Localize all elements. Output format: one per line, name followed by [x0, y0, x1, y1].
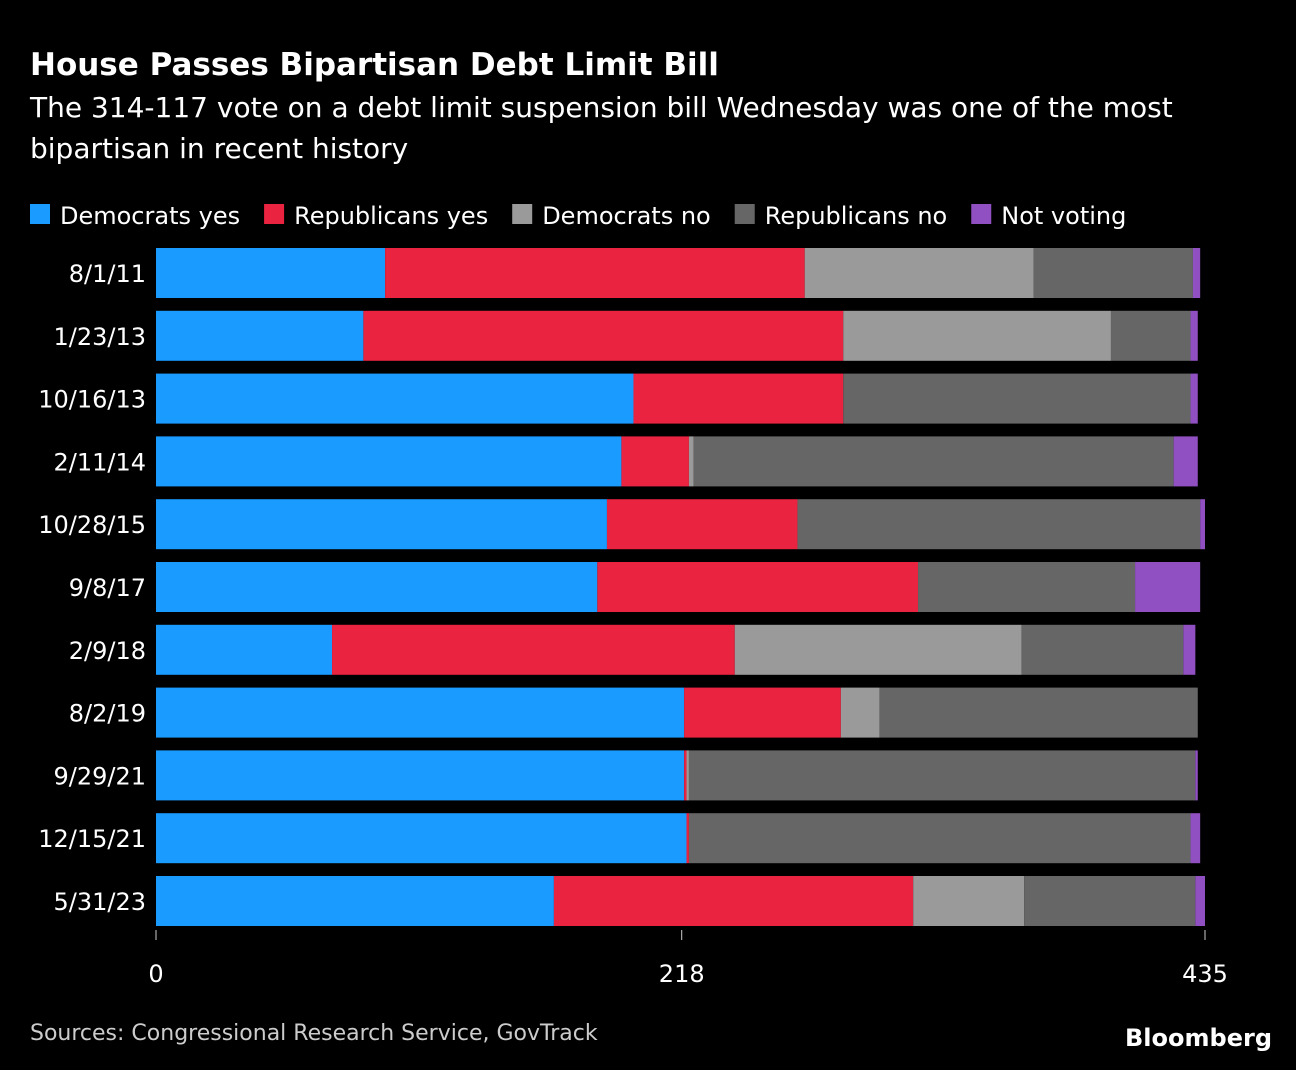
legend-swatch: [264, 204, 285, 224]
bar-segment: [1173, 436, 1198, 487]
bar-segment: [156, 813, 687, 864]
y-tick-label: 10/16/13: [38, 386, 146, 414]
bar-segment: [1190, 310, 1198, 361]
bar-segment: [621, 436, 689, 487]
y-tick-label: 9/8/17: [69, 574, 146, 602]
bar-segment: [688, 813, 1191, 864]
bar-segment: [688, 750, 1196, 801]
legend-label: Republicans no: [765, 202, 948, 230]
chart-title: House Passes Bipartisan Debt Limit Bill: [30, 47, 719, 83]
bar-segment: [633, 373, 844, 424]
legend-swatch: [734, 204, 755, 224]
bar-segment: [156, 436, 622, 487]
bar-segment: [156, 373, 634, 424]
bar-segment: [843, 310, 1111, 361]
bar-segment: [156, 687, 685, 738]
bar-segment: [1033, 248, 1193, 298]
bar-segment: [734, 624, 1022, 675]
bar-segment: [606, 499, 798, 550]
chart-subtitle: The 314-117 vote on a debt limit suspens…: [29, 91, 1173, 165]
bar-segment: [1024, 876, 1196, 926]
legend-label: Democrats no: [542, 202, 711, 230]
bar-segment: [804, 248, 1034, 298]
bar-segment: [913, 876, 1025, 926]
legend-label: Republicans yes: [294, 202, 488, 230]
x-tick-label: 435: [1182, 960, 1228, 988]
bar-segment: [693, 436, 1174, 487]
bar-segment: [597, 562, 919, 612]
y-tick-label: 1/23/13: [53, 323, 146, 351]
bar-segment: [1183, 624, 1196, 675]
x-tick-label: 0: [148, 960, 163, 988]
bar-segment: [918, 562, 1136, 612]
bar-segment: [684, 750, 687, 801]
bar-segment: [1195, 750, 1198, 801]
bar-segment: [156, 624, 333, 675]
bar-segment: [156, 248, 386, 298]
x-tick-label: 218: [659, 960, 705, 988]
bar-segment: [879, 687, 1198, 738]
y-tick-label: 10/28/15: [38, 511, 146, 539]
bar-segment: [363, 310, 844, 361]
bar-segment: [332, 624, 735, 675]
bar-segment: [843, 373, 1191, 424]
bar-segment: [840, 687, 880, 738]
y-tick-label: 9/29/21: [53, 762, 146, 790]
legend-swatch: [512, 204, 533, 224]
bar-segment: [1195, 876, 1205, 926]
bar-segment: [797, 499, 1201, 550]
bar-segment: [553, 876, 914, 926]
y-tick-label: 2/9/18: [69, 637, 146, 665]
legend-swatch: [971, 204, 992, 224]
bar-segment: [686, 750, 689, 801]
bar-segment: [385, 248, 805, 298]
y-tick-label: 5/31/23: [53, 888, 146, 916]
bar-segment: [1190, 373, 1198, 424]
bar-segment: [156, 310, 364, 361]
bar-segment: [156, 562, 598, 612]
bar-segment: [1135, 562, 1201, 612]
bar-segment: [1190, 813, 1201, 864]
y-tick-label: 8/2/19: [69, 700, 146, 728]
bar-segment: [156, 750, 685, 801]
legend-swatch: [30, 204, 50, 224]
y-tick-label: 12/15/21: [38, 825, 146, 853]
source: Sources: Congressional Research Service,…: [30, 1021, 598, 1046]
brand: Bloomberg: [1125, 1024, 1272, 1052]
bar-segment: [156, 876, 554, 926]
bar-segment: [686, 813, 689, 864]
legend-label: Democrats yes: [60, 202, 240, 230]
bar-segment: [1192, 248, 1201, 298]
bar-segment: [156, 499, 607, 550]
bar-segment: [1110, 310, 1191, 361]
bar-segment: [1200, 499, 1205, 550]
y-tick-label: 2/11/14: [53, 448, 146, 476]
bar-segment: [688, 436, 694, 487]
bar-segment: [1021, 624, 1184, 675]
legend-label: Not voting: [1001, 202, 1126, 230]
bar-segment: [684, 687, 841, 738]
y-tick-label: 8/1/11: [69, 260, 146, 288]
